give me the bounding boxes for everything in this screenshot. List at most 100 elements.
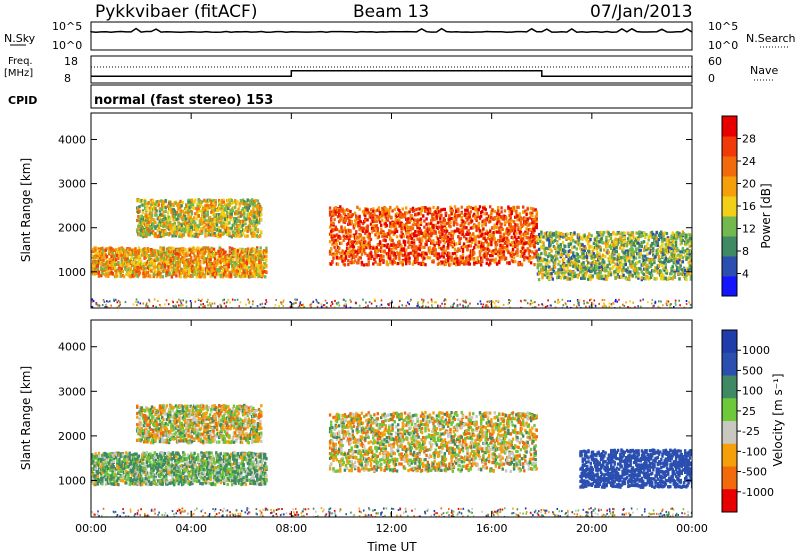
echo-cell <box>232 201 236 205</box>
echo-cell <box>328 213 332 217</box>
echo-cell <box>506 244 509 248</box>
echo-cell <box>187 217 190 221</box>
echo-cell <box>489 219 492 224</box>
echo-cell <box>232 269 235 273</box>
echo-cell <box>551 255 554 259</box>
echo-cell <box>382 254 385 258</box>
echo-cell <box>339 205 342 209</box>
echo-cell <box>431 251 434 255</box>
echo-cell <box>432 212 435 216</box>
echo-cell <box>403 240 407 244</box>
echo-cell <box>535 215 538 219</box>
echo-cell <box>434 223 437 227</box>
echo-cell <box>328 249 332 253</box>
echo-cell <box>378 262 382 266</box>
echo-cell <box>100 259 103 263</box>
echo-cell <box>400 226 403 230</box>
echo-cell <box>384 215 387 219</box>
echo-cell <box>154 234 157 239</box>
echo-cell <box>212 247 216 251</box>
echo-cell <box>330 231 333 235</box>
echo-cell <box>154 202 157 206</box>
echo-cell <box>442 244 445 248</box>
echo-cell <box>409 207 412 212</box>
echo-cell <box>453 229 457 233</box>
echo-cell <box>218 252 221 256</box>
echo-cell <box>180 204 183 208</box>
echo-cell <box>531 243 534 247</box>
echo-cell <box>104 274 108 278</box>
echo-cell <box>489 261 492 265</box>
echo-cell <box>455 209 458 213</box>
echo-cell <box>395 205 399 209</box>
echo-cell <box>240 225 244 229</box>
echo-cell <box>214 199 217 203</box>
echo-cell <box>149 266 152 270</box>
echo-cell <box>172 203 175 207</box>
echo-cell <box>428 211 432 215</box>
echo-cell <box>360 236 364 240</box>
echo-cell <box>378 212 382 216</box>
echo-cell <box>389 235 392 239</box>
echo-cell <box>142 221 146 225</box>
echo-cell <box>450 234 453 238</box>
echo-cell <box>213 265 217 269</box>
echo-cell <box>394 227 398 231</box>
echo-cell <box>386 218 390 222</box>
echo-cell <box>452 231 456 235</box>
echo-cell <box>357 258 360 262</box>
echo-cell <box>332 223 335 227</box>
echo-cell <box>560 267 564 272</box>
echo-cell <box>502 253 506 257</box>
echo-cell <box>378 242 382 246</box>
echo-cell <box>548 260 551 264</box>
echo-cell <box>355 254 358 259</box>
echo-cell <box>336 250 340 254</box>
echo-cell <box>459 224 462 228</box>
echo-cell <box>437 239 441 243</box>
echo-cell <box>351 248 354 252</box>
echo-cell <box>499 246 502 250</box>
echo-cell <box>236 210 239 214</box>
echo-cell <box>213 253 217 257</box>
echo-cell <box>394 256 398 260</box>
echo-cell <box>175 210 179 214</box>
nsky-tick-bottom: 10^0 <box>52 39 82 52</box>
echo-cell <box>193 216 196 220</box>
echo-cell <box>255 205 258 209</box>
echo-cell <box>201 252 204 256</box>
echo-cell <box>134 250 137 254</box>
echo-cell <box>405 262 408 266</box>
echo-cell <box>510 219 513 223</box>
echo-cell <box>145 202 148 206</box>
echo-cell <box>174 234 178 238</box>
echo-cell <box>122 275 126 279</box>
echo-cell <box>100 266 103 270</box>
echo-cell <box>223 219 227 223</box>
echo-cell <box>470 219 474 223</box>
echo-cell <box>376 226 379 231</box>
echo-cell <box>364 231 367 235</box>
echo-cell <box>224 230 228 234</box>
echo-cell <box>482 227 485 231</box>
echo-cell <box>412 245 416 249</box>
echo-cell <box>475 217 478 221</box>
echo-cell <box>218 269 221 273</box>
echo-cell <box>504 236 508 240</box>
echo-cell <box>177 216 180 220</box>
echo-cell <box>106 274 110 278</box>
echo-cell <box>437 225 441 229</box>
echo-cell <box>254 198 257 203</box>
echo-cell <box>411 249 415 253</box>
echo-cell <box>537 278 541 282</box>
echo-cell <box>227 226 230 230</box>
echo-cell <box>428 251 432 255</box>
echo-cell <box>157 203 161 207</box>
echo-cell <box>566 276 569 280</box>
echo-cell <box>183 230 187 234</box>
echo-cell <box>177 255 180 259</box>
echo-cell <box>537 258 541 263</box>
echo-cell <box>145 208 148 212</box>
echo-cell <box>511 236 515 240</box>
echo-cell <box>195 232 198 236</box>
